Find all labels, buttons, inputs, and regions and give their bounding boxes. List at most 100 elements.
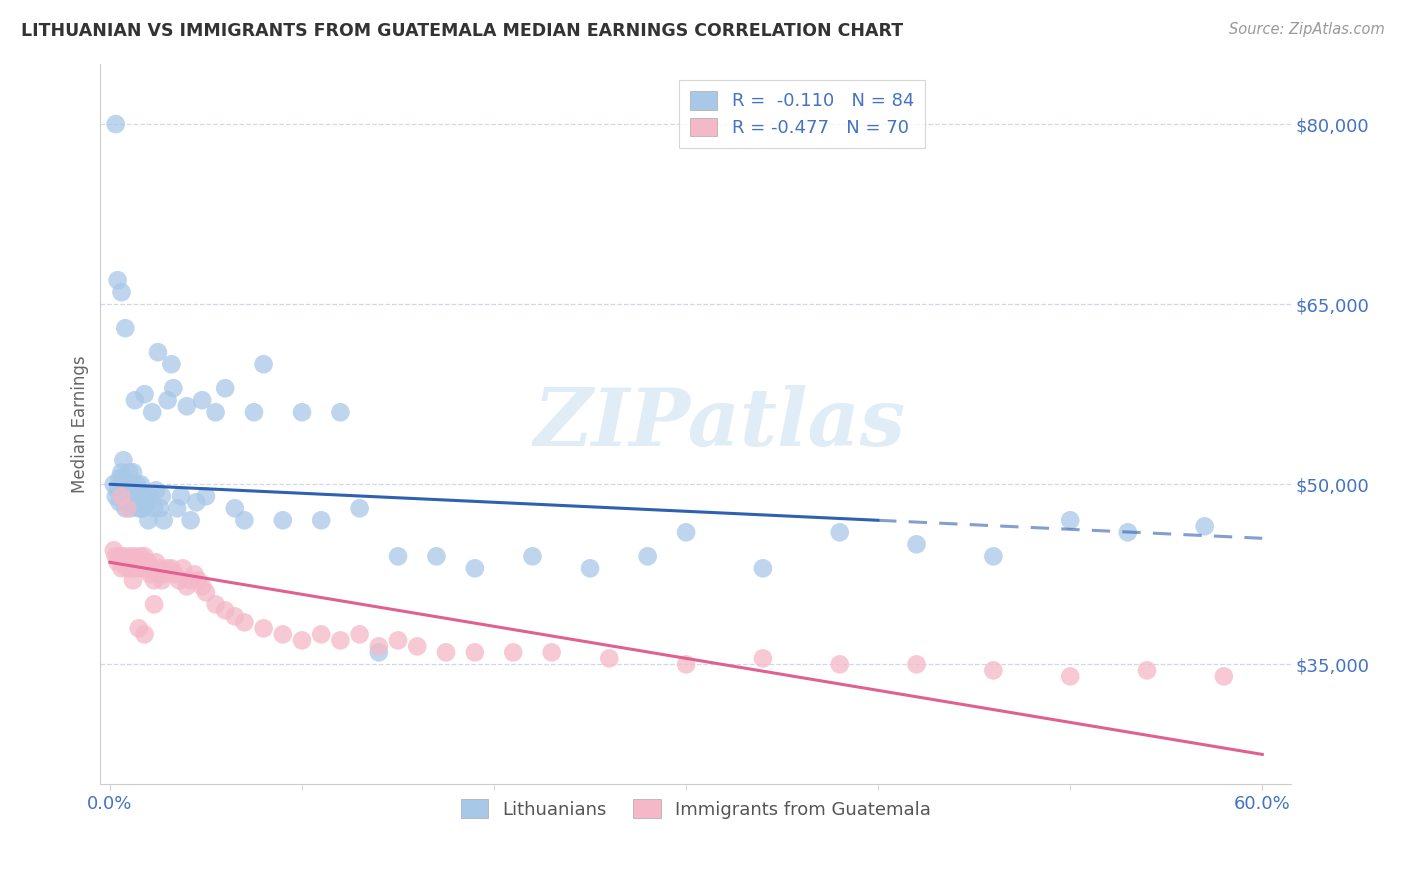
Point bbox=[160, 561, 183, 575]
Point bbox=[138, 513, 160, 527]
Point bbox=[752, 651, 775, 665]
Point bbox=[983, 664, 1005, 678]
Point bbox=[134, 627, 156, 641]
Point bbox=[112, 471, 135, 485]
Point bbox=[233, 615, 256, 630]
Point bbox=[104, 489, 127, 503]
Point bbox=[367, 640, 389, 654]
Point bbox=[309, 627, 332, 641]
Point bbox=[224, 609, 246, 624]
Point bbox=[983, 549, 1005, 564]
Point bbox=[146, 345, 169, 359]
Point bbox=[129, 477, 152, 491]
Point bbox=[108, 471, 131, 485]
Point bbox=[141, 405, 163, 419]
Point bbox=[110, 561, 132, 575]
Point bbox=[139, 489, 162, 503]
Point bbox=[180, 574, 202, 588]
Point bbox=[160, 357, 183, 371]
Point bbox=[214, 603, 236, 617]
Point bbox=[110, 489, 132, 503]
Point bbox=[675, 525, 697, 540]
Point bbox=[156, 393, 179, 408]
Point bbox=[149, 501, 172, 516]
Text: ZIPatlas: ZIPatlas bbox=[533, 385, 905, 463]
Point bbox=[145, 555, 167, 569]
Point bbox=[134, 549, 156, 564]
Point bbox=[387, 549, 409, 564]
Point bbox=[104, 117, 127, 131]
Point bbox=[176, 579, 198, 593]
Point bbox=[125, 561, 148, 575]
Point bbox=[675, 657, 697, 672]
Point bbox=[108, 549, 131, 564]
Point bbox=[128, 621, 150, 635]
Point bbox=[309, 513, 332, 527]
Point bbox=[143, 501, 166, 516]
Point bbox=[122, 489, 145, 503]
Point bbox=[204, 598, 226, 612]
Point bbox=[329, 405, 352, 419]
Point bbox=[828, 525, 851, 540]
Point bbox=[1059, 513, 1081, 527]
Point bbox=[115, 561, 138, 575]
Point bbox=[128, 483, 150, 498]
Point bbox=[103, 477, 125, 491]
Point bbox=[233, 513, 256, 527]
Point bbox=[108, 495, 131, 509]
Point bbox=[115, 477, 138, 491]
Point bbox=[131, 501, 153, 516]
Point bbox=[252, 357, 274, 371]
Text: Source: ZipAtlas.com: Source: ZipAtlas.com bbox=[1229, 22, 1385, 37]
Point bbox=[141, 561, 163, 575]
Point bbox=[110, 465, 132, 479]
Point bbox=[252, 621, 274, 635]
Y-axis label: Median Earnings: Median Earnings bbox=[72, 355, 89, 493]
Point bbox=[291, 633, 314, 648]
Point bbox=[752, 561, 775, 575]
Point bbox=[176, 399, 198, 413]
Point bbox=[149, 561, 172, 575]
Point bbox=[162, 381, 184, 395]
Point bbox=[112, 483, 135, 498]
Point bbox=[502, 645, 524, 659]
Point bbox=[104, 549, 127, 564]
Point bbox=[170, 489, 193, 503]
Point bbox=[129, 501, 152, 516]
Point bbox=[183, 567, 205, 582]
Point bbox=[243, 405, 266, 419]
Point bbox=[114, 321, 136, 335]
Point bbox=[125, 489, 148, 503]
Point bbox=[124, 549, 146, 564]
Point bbox=[291, 405, 314, 419]
Legend: Lithuanians, Immigrants from Guatemala: Lithuanians, Immigrants from Guatemala bbox=[453, 792, 938, 826]
Point bbox=[107, 483, 129, 498]
Point bbox=[120, 501, 142, 516]
Point bbox=[1212, 669, 1234, 683]
Point bbox=[115, 501, 138, 516]
Text: LITHUANIAN VS IMMIGRANTS FROM GUATEMALA MEDIAN EARNINGS CORRELATION CHART: LITHUANIAN VS IMMIGRANTS FROM GUATEMALA … bbox=[21, 22, 903, 40]
Point bbox=[172, 561, 194, 575]
Point bbox=[425, 549, 447, 564]
Point bbox=[905, 657, 928, 672]
Point bbox=[118, 465, 141, 479]
Point bbox=[114, 501, 136, 516]
Point bbox=[165, 567, 187, 582]
Point bbox=[204, 405, 226, 419]
Point bbox=[131, 561, 153, 575]
Point bbox=[120, 561, 142, 575]
Point bbox=[150, 489, 173, 503]
Point bbox=[271, 513, 294, 527]
Point bbox=[135, 495, 157, 509]
Point bbox=[135, 561, 157, 575]
Point bbox=[1116, 525, 1139, 540]
Point bbox=[124, 393, 146, 408]
Point bbox=[134, 489, 156, 503]
Point bbox=[128, 501, 150, 516]
Point bbox=[191, 393, 214, 408]
Point bbox=[122, 574, 145, 588]
Point bbox=[349, 501, 371, 516]
Point bbox=[146, 567, 169, 582]
Point bbox=[107, 273, 129, 287]
Point bbox=[464, 561, 486, 575]
